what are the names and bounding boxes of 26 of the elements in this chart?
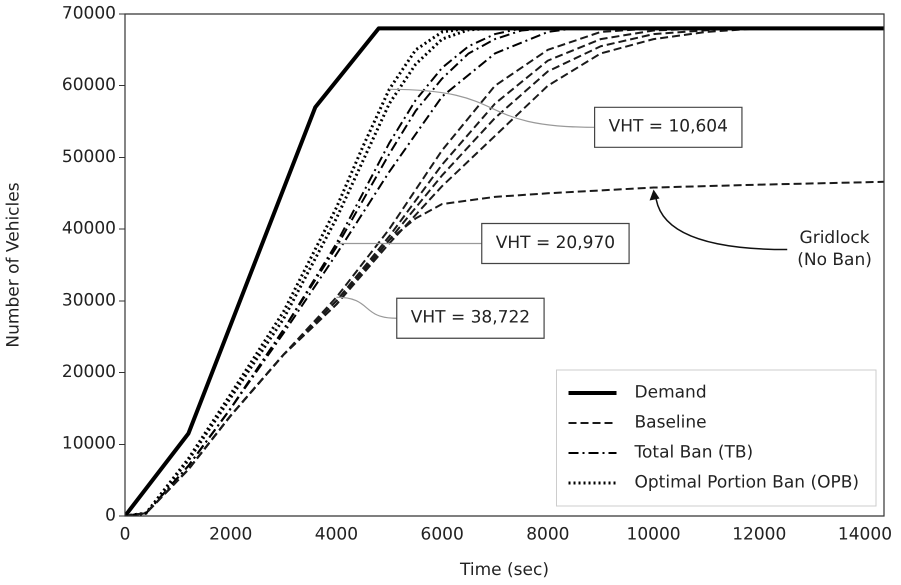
y-tick-label: 10000 bbox=[62, 434, 116, 454]
y-tick-label: 20000 bbox=[62, 362, 116, 382]
x-tick-label: 14000 bbox=[838, 524, 892, 545]
y-tick-label: 40000 bbox=[62, 218, 116, 239]
y-tick-label: 50000 bbox=[62, 146, 116, 167]
annotation: VHT = 20,970 bbox=[496, 232, 616, 253]
y-tick-label: 70000 bbox=[62, 3, 116, 24]
y-axis-title: Number of Vehicles bbox=[4, 182, 24, 348]
x-axis-title: Time (sec) bbox=[459, 560, 549, 580]
y-tick-label: 0 bbox=[105, 505, 116, 526]
y-tick-label: 30000 bbox=[62, 290, 116, 310]
legend-label: Optimal Portion Ban (OPB) bbox=[634, 472, 860, 492]
y-tick-label: 60000 bbox=[62, 75, 116, 96]
x-tick-label: 8000 bbox=[526, 524, 570, 545]
x-tick-label: 12000 bbox=[732, 524, 786, 545]
legend-label: Baseline bbox=[634, 412, 707, 432]
x-tick-label: 2000 bbox=[209, 524, 252, 545]
annotation: VHT = 10,604 bbox=[608, 116, 728, 137]
legend-label: Total Ban (TB) bbox=[634, 442, 754, 462]
x-tick-label: 6000 bbox=[420, 524, 464, 545]
x-tick-label: 0 bbox=[120, 524, 130, 545]
x-tick-label: 4000 bbox=[314, 524, 358, 545]
x-tick-label: 10000 bbox=[626, 524, 681, 545]
annotation: VHT = 38,722 bbox=[410, 308, 530, 328]
legend-label: Demand bbox=[634, 382, 707, 402]
annotation: Gridlock (No Ban) bbox=[797, 228, 872, 270]
